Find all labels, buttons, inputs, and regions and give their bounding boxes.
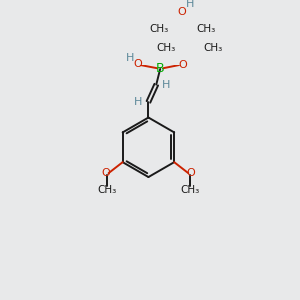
Text: H: H [134,97,142,107]
Text: CH₃: CH₃ [98,184,117,195]
Text: O: O [178,60,187,70]
Text: CH₃: CH₃ [157,43,176,53]
Text: CH₃: CH₃ [204,43,223,53]
Text: O: O [186,168,195,178]
Text: CH₃: CH₃ [180,184,200,195]
Text: B: B [156,62,164,76]
Text: H: H [125,53,134,63]
Text: CH₃: CH₃ [196,24,215,34]
Text: H: H [186,0,194,9]
Text: O: O [133,59,142,69]
Text: O: O [178,7,187,17]
Text: H: H [162,80,171,90]
Text: O: O [102,168,111,178]
Text: CH₃: CH₃ [149,24,168,34]
